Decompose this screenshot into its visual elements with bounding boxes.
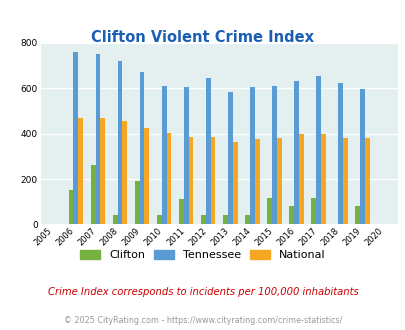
Bar [315, 76, 320, 224]
Text: Clifton Violent Crime Index: Clifton Violent Crime Index [91, 30, 314, 45]
Bar [320, 134, 325, 224]
Bar [254, 139, 259, 224]
Bar [342, 138, 347, 224]
Text: Crime Index corresponds to incidents per 100,000 inhabitants: Crime Index corresponds to incidents per… [47, 287, 358, 297]
Legend: Clifton, Tennessee, National: Clifton, Tennessee, National [80, 250, 325, 260]
Bar [188, 137, 193, 224]
Text: © 2025 CityRating.com - https://www.cityrating.com/crime-statistics/: © 2025 CityRating.com - https://www.city… [64, 315, 341, 325]
Bar [200, 215, 205, 224]
Bar [354, 206, 359, 224]
Bar [249, 87, 254, 224]
Bar [359, 89, 364, 224]
Bar [227, 92, 232, 224]
Bar [139, 72, 144, 224]
Bar [166, 133, 171, 224]
Bar [113, 215, 117, 224]
Bar [293, 81, 298, 224]
Bar [90, 165, 95, 224]
Bar [210, 137, 215, 224]
Bar [271, 86, 276, 224]
Bar [156, 215, 161, 224]
Bar [266, 198, 271, 224]
Bar [298, 134, 303, 224]
Bar [78, 118, 83, 224]
Bar [122, 121, 127, 224]
Bar [232, 142, 237, 224]
Bar [245, 215, 249, 224]
Bar [179, 199, 183, 224]
Bar [134, 181, 139, 224]
Bar [144, 128, 149, 224]
Bar [337, 83, 342, 224]
Bar [364, 138, 369, 224]
Bar [161, 86, 166, 224]
Bar [117, 61, 122, 224]
Bar [205, 78, 210, 224]
Bar [73, 52, 78, 224]
Bar [183, 87, 188, 224]
Bar [95, 54, 100, 224]
Bar [288, 206, 293, 224]
Bar [68, 190, 73, 224]
Bar [100, 118, 105, 224]
Bar [311, 198, 315, 224]
Bar [222, 215, 227, 224]
Bar [276, 138, 281, 224]
